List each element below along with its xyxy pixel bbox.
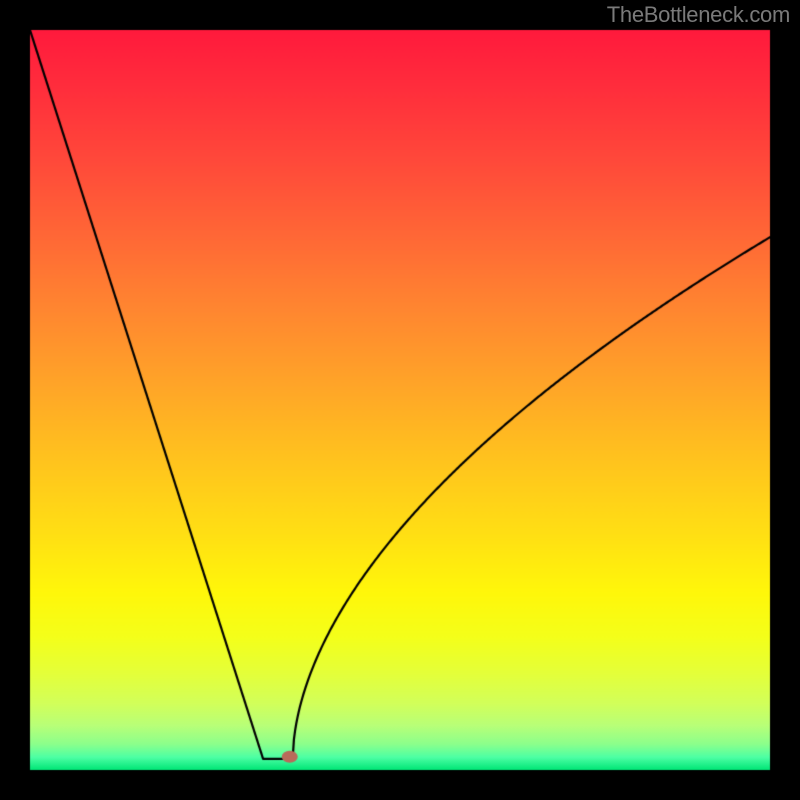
watermark-text: TheBottleneck.com <box>607 2 790 28</box>
chart-container: TheBottleneck.com <box>0 0 800 800</box>
bottleneck-chart-canvas <box>0 0 800 800</box>
